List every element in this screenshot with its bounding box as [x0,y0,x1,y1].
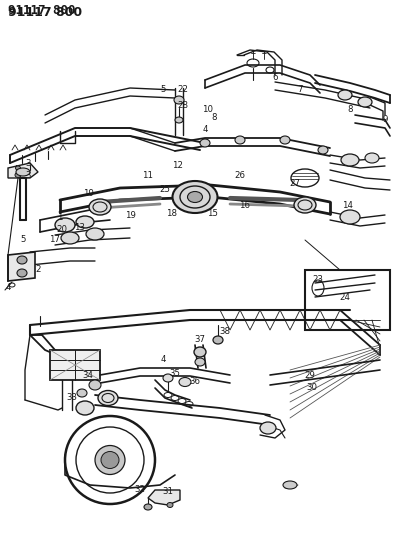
Text: 27: 27 [289,179,300,188]
Text: 24: 24 [339,294,351,303]
Ellipse shape [175,117,183,123]
Text: 31: 31 [162,488,174,497]
Text: 33: 33 [66,393,78,402]
Text: 28: 28 [178,101,189,109]
Ellipse shape [167,503,173,507]
Text: 37: 37 [195,335,205,344]
Text: 8: 8 [211,114,217,123]
Ellipse shape [17,269,27,277]
Ellipse shape [86,228,104,240]
Text: 26: 26 [234,171,246,180]
Text: 4: 4 [160,356,166,365]
Ellipse shape [358,97,372,107]
Text: 3: 3 [25,158,31,167]
Text: 19: 19 [82,189,94,198]
Text: 12: 12 [172,160,183,169]
Text: 17: 17 [49,236,60,245]
Text: 9: 9 [382,116,388,125]
Ellipse shape [365,153,379,163]
Ellipse shape [17,256,27,264]
Text: 35: 35 [170,368,181,377]
Text: 22: 22 [178,85,189,94]
Ellipse shape [15,173,21,177]
Text: †: † [251,50,256,60]
Ellipse shape [89,199,111,215]
Ellipse shape [213,336,223,344]
Text: 18: 18 [166,208,178,217]
Text: 36: 36 [189,377,201,386]
Text: 14: 14 [343,200,353,209]
Ellipse shape [294,197,316,213]
Ellipse shape [338,90,352,100]
Text: 6: 6 [272,74,278,83]
Text: 5: 5 [20,236,26,245]
Text: 15: 15 [207,208,219,217]
Text: 4: 4 [202,125,208,134]
Text: 5: 5 [160,85,166,94]
Text: 23: 23 [312,274,324,284]
Text: 7: 7 [297,85,303,94]
Bar [305,270,390,330]
Ellipse shape [195,358,205,366]
Ellipse shape [187,191,203,203]
Ellipse shape [163,374,173,382]
Text: †: † [261,50,266,60]
Ellipse shape [77,389,87,397]
Ellipse shape [340,210,360,224]
Text: 20: 20 [57,225,68,235]
Ellipse shape [280,136,290,144]
Text: 32: 32 [135,486,146,495]
Text: 8: 8 [347,106,353,115]
Ellipse shape [76,216,94,228]
Ellipse shape [200,139,210,147]
Ellipse shape [174,96,184,104]
Text: 19: 19 [125,211,135,220]
Ellipse shape [194,347,206,357]
Polygon shape [50,350,100,380]
Text: 38: 38 [220,327,230,336]
Ellipse shape [318,146,328,154]
Ellipse shape [16,168,30,176]
Ellipse shape [283,481,297,489]
Ellipse shape [61,232,79,244]
Text: 91117 800: 91117 800 [8,5,82,19]
Ellipse shape [98,391,118,406]
Text: 30: 30 [306,383,318,392]
Polygon shape [148,490,180,505]
Text: 25: 25 [160,185,170,195]
Polygon shape [8,252,35,281]
Ellipse shape [101,451,119,469]
Text: 2: 2 [35,265,41,274]
Text: 10: 10 [203,106,213,115]
Ellipse shape [55,218,75,232]
Text: 3: 3 [25,171,31,180]
Ellipse shape [235,136,245,144]
Text: 91117 800: 91117 800 [8,4,76,17]
Polygon shape [8,163,38,178]
Ellipse shape [144,504,152,510]
Ellipse shape [172,181,217,213]
Ellipse shape [260,422,276,434]
Ellipse shape [179,377,191,386]
Text: 34: 34 [82,370,94,379]
Ellipse shape [341,154,359,166]
Ellipse shape [89,380,101,390]
Ellipse shape [16,166,21,170]
Ellipse shape [95,446,125,474]
Text: 1: 1 [57,214,63,222]
Text: 13: 13 [74,223,86,232]
Text: 16: 16 [240,200,250,209]
Ellipse shape [76,401,94,415]
Text: 29: 29 [304,370,316,379]
Text: 11: 11 [142,171,154,180]
Text: 4: 4 [5,282,11,292]
